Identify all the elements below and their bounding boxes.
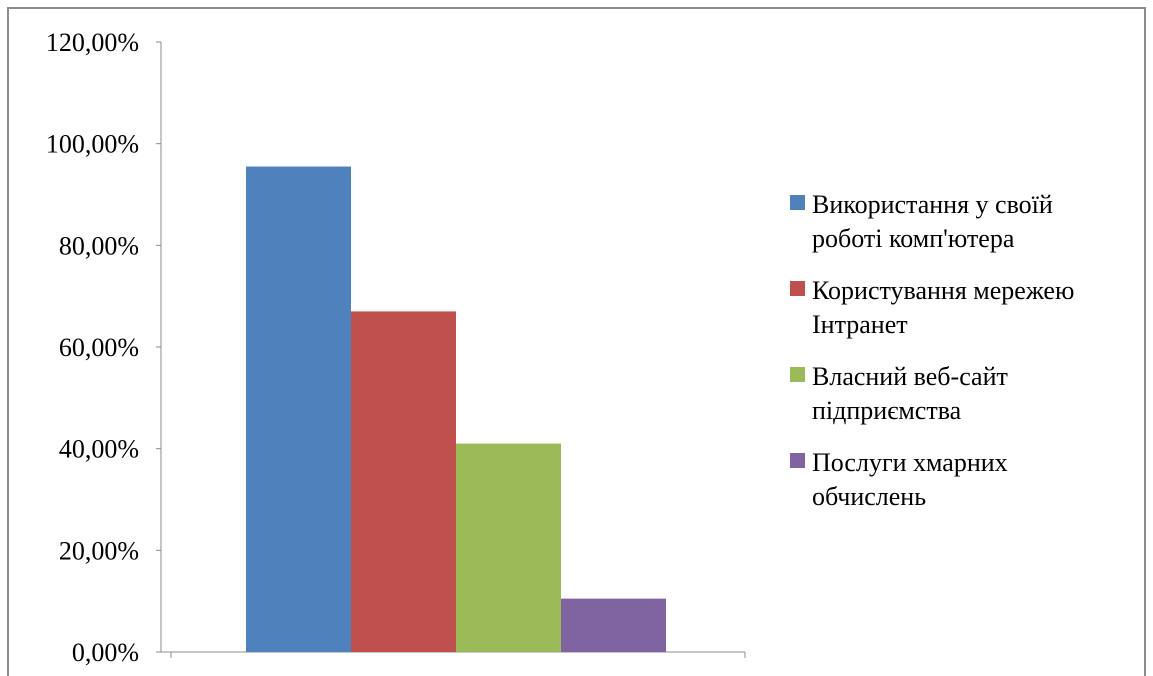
legend-entry: Послуги хмарних обчислень xyxy=(812,448,1008,511)
y-tick-label: 0,00% xyxy=(72,638,139,667)
legend-entry: Використання у своїй роботі комп'ютера xyxy=(812,190,1053,253)
legend-label-line: обчислень xyxy=(812,482,926,511)
legend-label-line: роботі комп'ютера xyxy=(812,224,1015,253)
legend-label-line: підприємства xyxy=(812,396,962,425)
legend-label-line: Користування мережею xyxy=(812,276,1074,305)
legend-swatch xyxy=(790,453,805,468)
y-tick-label: 20,00% xyxy=(59,536,139,565)
bar xyxy=(246,166,351,652)
y-tick-label: 60,00% xyxy=(59,333,139,362)
legend-swatch xyxy=(790,281,805,296)
legend-swatch xyxy=(790,367,805,382)
legend-label-line: Використання у своїй xyxy=(812,190,1053,219)
legend-entry: Власний веб-сайт підприємства xyxy=(812,362,1008,425)
bar xyxy=(351,311,456,652)
legend-swatch xyxy=(790,195,805,210)
y-tick-label: 40,00% xyxy=(59,435,139,464)
y-tick-label: 80,00% xyxy=(59,231,139,260)
bar xyxy=(561,598,666,652)
y-tick-label: 120,00% xyxy=(46,28,139,57)
legend-entry: Користування мережею Інтранет xyxy=(812,276,1074,339)
y-tick-label: 100,00% xyxy=(46,130,139,159)
legend-label-line: Інтранет xyxy=(812,310,908,339)
chart-frame xyxy=(7,7,1146,676)
legend-label-line: Послуги хмарних xyxy=(812,448,1008,477)
legend-label-line: Власний веб-сайт xyxy=(812,362,1008,391)
legend: Використання у своїй роботі комп'ютера Кор… xyxy=(790,190,1074,511)
bars xyxy=(246,166,666,652)
bar xyxy=(456,443,561,652)
